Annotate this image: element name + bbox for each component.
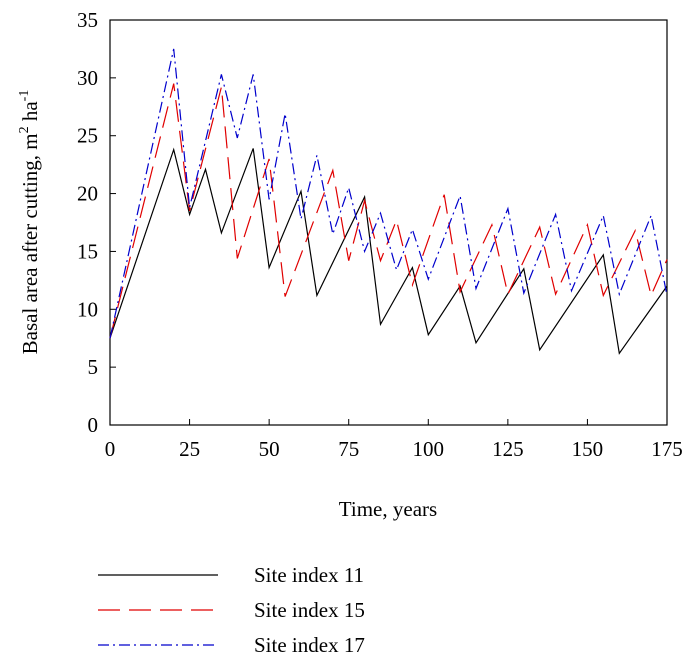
series-line-2: [109, 83, 668, 339]
y-tick-label: 25: [77, 124, 98, 148]
y-tick-label: 0: [88, 413, 99, 437]
y-tick-label: 35: [77, 8, 98, 32]
y-axis-title-sup1: 2: [17, 126, 32, 133]
legend: Site index 11 Site index 15 Site index 17: [98, 563, 365, 657]
y-tick-label: 20: [77, 182, 98, 206]
y-axis-title-mid: ha: [18, 101, 42, 127]
legend-label-3: Site index 17: [254, 633, 365, 657]
plot-area: [109, 19, 668, 426]
x-tick-label: 100: [413, 437, 445, 461]
x-tick-label: 75: [338, 437, 359, 461]
x-tick-label: 175: [651, 437, 683, 461]
y-tick-label: 30: [77, 66, 98, 90]
y-tick-label: 5: [88, 355, 99, 379]
series-layer: [109, 48, 668, 355]
legend-label-1: Site index 11: [254, 563, 364, 587]
y-axis-title: Basal area after cutting, m2 ha-1: [17, 90, 42, 355]
x-axis-title: Time, years: [339, 497, 437, 521]
x-tick-label: 25: [179, 437, 200, 461]
y-axis-title-sup2: -1: [17, 90, 32, 102]
y-tick-label: 10: [77, 297, 98, 321]
y-axis: 0 5 10 15 20 25 30 35: [77, 8, 116, 437]
x-tick-label: 0: [105, 437, 116, 461]
x-axis: 0 25 50 75 100 125 150 175: [105, 419, 683, 461]
x-tick-label: 50: [259, 437, 280, 461]
y-tick-label: 15: [77, 239, 98, 263]
series-line-1: [109, 147, 668, 355]
x-tick-label: 150: [572, 437, 604, 461]
series-line-3: [109, 48, 668, 339]
x-tick-label: 125: [492, 437, 524, 461]
legend-label-2: Site index 15: [254, 598, 365, 622]
